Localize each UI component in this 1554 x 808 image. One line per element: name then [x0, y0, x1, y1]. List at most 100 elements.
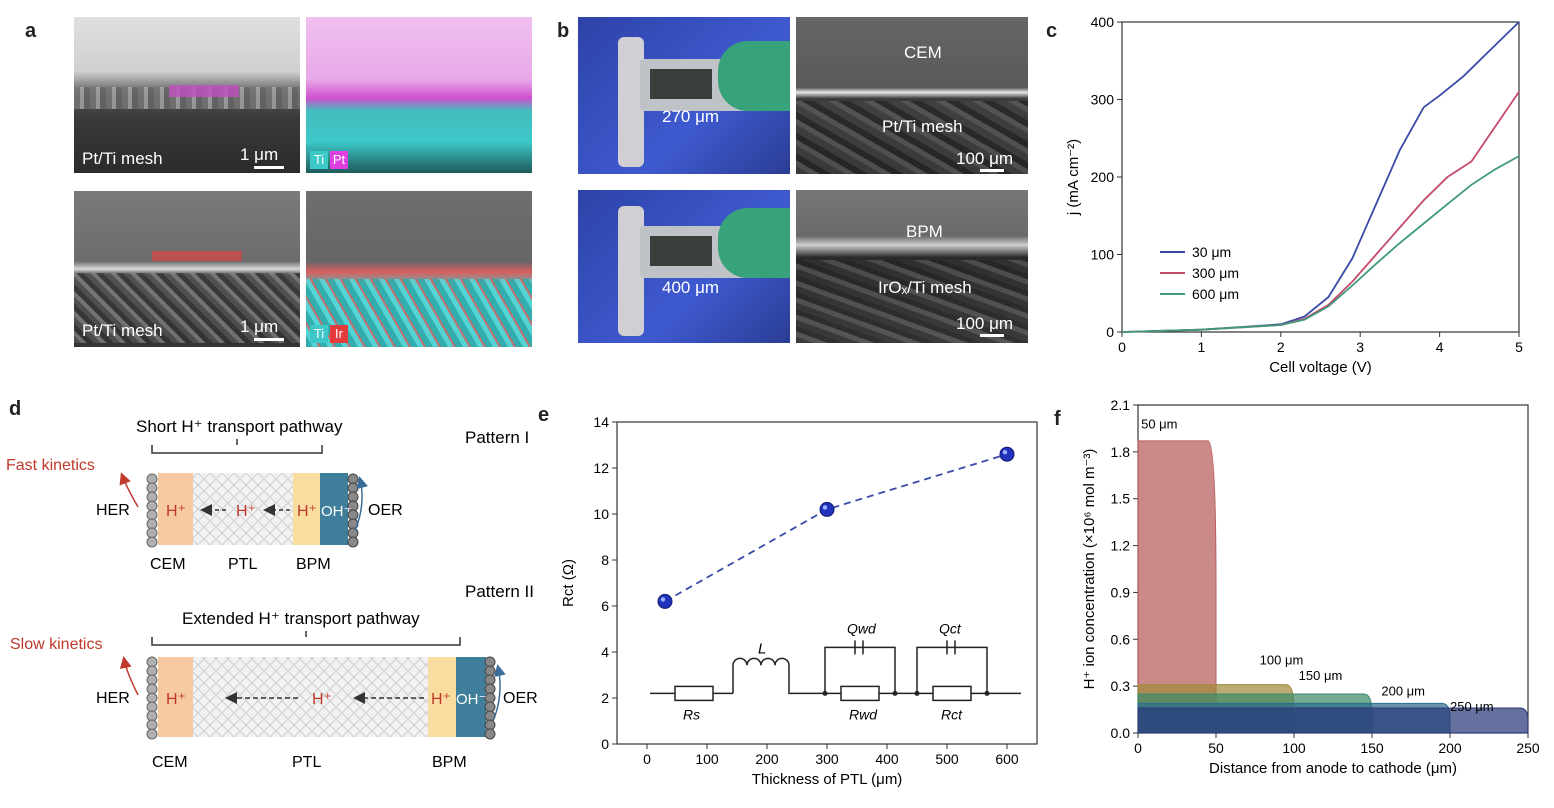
- y-tick-label: 0.0: [1111, 725, 1131, 741]
- y-tick-label: 4: [601, 644, 609, 660]
- resistor-rs: [674, 685, 714, 702]
- sem-pt-ti-bottom: Pt/Ti mesh 1 μm: [74, 191, 300, 347]
- x-tick-label: 600: [995, 751, 1019, 767]
- y-tick-label: 0.9: [1111, 584, 1131, 600]
- x-tick-label: 0: [1118, 339, 1126, 355]
- rs-label: Rs: [683, 706, 700, 722]
- series-line: [1121, 21, 1520, 333]
- x-tick-label: 250: [1516, 740, 1540, 756]
- y-tick-label: 0.6: [1111, 631, 1131, 647]
- chart-c-polarization: 0 1 2 3 4 5 0 100 200 300 400 Cell voltage (V) j (mA…: [1065, 14, 1523, 376]
- node: [914, 690, 920, 696]
- trend-line: [664, 453, 1008, 603]
- x-tick-label: 100: [695, 751, 719, 767]
- scale-label: 100 μm: [956, 149, 1014, 168]
- panel-c-letter: c: [1046, 20, 1058, 42]
- cem-label: CEM: [150, 556, 186, 573]
- cem-label: CEM: [152, 754, 188, 771]
- y-tick-label: 0: [601, 736, 609, 752]
- y-tick-label: 14: [593, 414, 609, 430]
- scale-label: 1 μm: [240, 317, 279, 336]
- series-label: 150 μm: [1299, 668, 1343, 683]
- bpm-h-layer: [428, 657, 456, 737]
- cem-layer: [158, 657, 193, 737]
- point-highlight: [660, 597, 666, 602]
- series-label: 250 μm: [1450, 699, 1494, 714]
- point-highlight: [822, 505, 828, 510]
- resistor: [840, 685, 880, 702]
- sem-pt-ti-top: Pt/Ti mesh 1 μm: [74, 17, 300, 173]
- y-tick-label: 1.5: [1111, 491, 1131, 507]
- scale-label: 1 μm: [240, 145, 279, 164]
- y-axis-label: H⁺ ion concentration (×10⁶ mol m⁻³): [1081, 449, 1098, 690]
- y-tick-label: 8: [601, 552, 609, 568]
- series-label: 100 μm: [1260, 652, 1304, 667]
- hplus-label: H⁺: [312, 691, 332, 708]
- x-tick-label: 0: [643, 751, 651, 767]
- x-tick-label: 200: [755, 751, 779, 767]
- bpm-h-layer: [293, 473, 320, 545]
- ptl-layer: [193, 657, 428, 737]
- concentration-area: [1137, 707, 1529, 734]
- ptl-label: PTL: [292, 754, 321, 771]
- caliper-photo-bottom: 400 μm: [578, 190, 790, 343]
- panel-e-letter: e: [538, 404, 550, 426]
- transport-pathway-diagram: Short H⁺ transport pathway Fast kinetics…: [6, 417, 538, 771]
- x-axis-label: Cell voltage (V): [1269, 359, 1372, 376]
- y-tick-label: 10: [593, 506, 609, 522]
- short-path-title: Short H⁺ transport pathway: [136, 417, 343, 436]
- eds-pt-ti: Ti Pt: [306, 17, 532, 173]
- sem-cem-pt-ti: CEM Pt/Ti mesh 100 μm: [796, 17, 1028, 174]
- sem-bpm-iro2-ti: BPM IrOₓ/Ti mesh 100 μm: [796, 190, 1028, 343]
- x-tick-label: 3: [1356, 339, 1364, 355]
- slow-kinetics-label: Slow kinetics: [10, 636, 102, 653]
- resistor: [932, 685, 972, 702]
- bpm-oh-layer: [456, 657, 486, 737]
- fast-kinetics-label: Fast kinetics: [6, 457, 95, 474]
- concentration-area: [1137, 440, 1217, 734]
- resistor-label: Rct: [941, 706, 963, 722]
- electrode-bead: [146, 536, 158, 548]
- y-axis-label: Rct (Ω): [560, 559, 577, 607]
- y-tick-label: 200: [1091, 169, 1115, 185]
- panel-d-letter: d: [9, 398, 22, 420]
- cpe-label: Qct: [939, 620, 962, 636]
- node: [822, 690, 828, 696]
- y-tick-label: 300: [1091, 92, 1115, 108]
- oer-arrow: [354, 476, 369, 531]
- y-tick-label: 400: [1091, 14, 1115, 30]
- scale-label: 100 μm: [956, 314, 1014, 333]
- data-point: [999, 446, 1015, 462]
- x-tick-label: 50: [1208, 740, 1224, 756]
- electrode-bead: [146, 728, 158, 740]
- legend-label: 30 μm: [1192, 244, 1231, 260]
- her-label: HER: [96, 502, 130, 519]
- ti-legend-chip: Ti: [310, 325, 328, 343]
- ir-legend-chip: Ir: [330, 325, 348, 343]
- chart-f-concentration: 0 50 100 150 200 250 0.0 0.3 0.6 0.9 1.2 1.5 1.8 2.1 D…: [1081, 397, 1540, 777]
- y-tick-label: 2: [601, 690, 609, 706]
- y-tick-label: 1.2: [1111, 538, 1131, 554]
- x-tick-label: 200: [1438, 740, 1462, 756]
- equivalent-circuit: Rs L Rwd Qwd Rct Qct: [650, 620, 1021, 722]
- bpm-oh-layer: [320, 473, 348, 545]
- legend-label: 600 μm: [1192, 286, 1239, 302]
- ptl-label: PTL: [228, 556, 257, 573]
- hplus-label: H⁺: [166, 691, 186, 708]
- y-tick-label: 0.3: [1111, 678, 1131, 694]
- y-tick-label: 0: [1106, 324, 1114, 340]
- scale-bar: [980, 169, 1004, 172]
- y-tick-label: 12: [593, 460, 609, 476]
- pt-legend-chip: Pt: [330, 151, 348, 169]
- extended-path-title: Extended H⁺ transport pathway: [182, 609, 420, 628]
- x-tick-label: 150: [1360, 740, 1384, 756]
- oer-label: OER: [503, 690, 538, 707]
- series-label: 50 μm: [1141, 416, 1177, 431]
- y-tick-label: 2.1: [1111, 397, 1131, 413]
- plot-frame: [1121, 21, 1520, 333]
- scale-bar: [254, 166, 284, 169]
- y-axis-label: j (mA cm⁻²): [1065, 139, 1082, 216]
- panel-b-letter: b: [557, 20, 570, 42]
- her-label: HER: [96, 690, 130, 707]
- panel-a-letter: a: [25, 20, 37, 42]
